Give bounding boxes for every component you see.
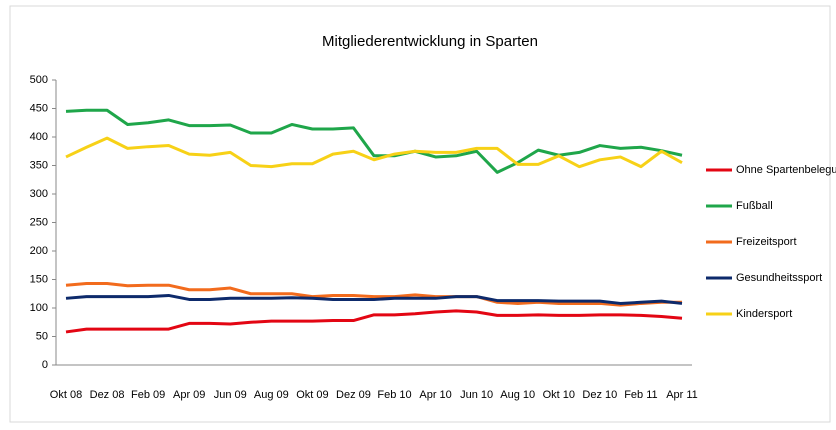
y-tick-label: 350 xyxy=(30,159,48,171)
series-line xyxy=(65,136,683,169)
x-tick-label: Apr 09 xyxy=(173,389,205,401)
series-line xyxy=(65,309,683,334)
y-tick-label: 250 xyxy=(30,216,48,228)
y-tick-label: 450 xyxy=(30,102,48,114)
x-tick-label: Okt 09 xyxy=(296,389,328,401)
legend-label: Ohne Spartenbelegung xyxy=(736,164,836,176)
x-tick-label: Feb 11 xyxy=(624,389,657,401)
x-tick-label: Aug 09 xyxy=(254,389,289,401)
y-tick-label: 150 xyxy=(30,273,48,285)
x-tick-label: Aug 10 xyxy=(500,389,535,401)
x-tick-label: Feb 09 xyxy=(131,389,165,401)
y-tick-label: 50 xyxy=(36,330,48,342)
x-tick-label: Apr 11 xyxy=(666,389,698,401)
y-tick-label: 500 xyxy=(30,74,48,86)
x-tick-label: Dez 10 xyxy=(582,389,617,401)
x-tick-label: Okt 08 xyxy=(50,389,82,401)
y-tick-label: 100 xyxy=(30,302,48,314)
x-tick-label: Jun 10 xyxy=(460,389,493,401)
y-tick-label: 400 xyxy=(30,131,48,143)
chart-title: Mitgliederentwicklung in Sparten xyxy=(322,33,538,50)
y-tick-label: 300 xyxy=(30,188,48,200)
series-line xyxy=(65,108,683,174)
y-tick-label: 0 xyxy=(42,359,48,371)
legend-label: Gesundheitssport xyxy=(736,272,822,284)
x-tick-label: Feb 10 xyxy=(377,389,411,401)
x-tick-label: Dez 08 xyxy=(90,389,125,401)
x-tick-label: Apr 10 xyxy=(419,389,451,401)
x-tick-label: Dez 09 xyxy=(336,389,371,401)
series-line xyxy=(65,281,682,307)
x-tick-label: Jun 09 xyxy=(214,389,247,401)
legend-label: Freizeitsport xyxy=(736,236,797,248)
series-line xyxy=(65,293,683,305)
chart-frame xyxy=(9,5,831,423)
legend-label: Fußball xyxy=(736,200,773,212)
legend-label: Kindersport xyxy=(736,308,792,320)
y-tick-label: 200 xyxy=(30,245,48,257)
x-tick-label: Okt 10 xyxy=(543,389,575,401)
